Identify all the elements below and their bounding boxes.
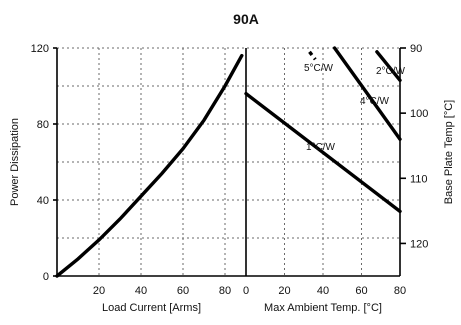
- left-y-tick-label: 120: [31, 43, 49, 55]
- left-x-tick-label: 60: [177, 285, 189, 297]
- right-x-tick-label: 0: [243, 285, 249, 297]
- left-x-axis-label: Load Current [Arms]: [102, 302, 201, 314]
- derating-line-2: [332, 46, 402, 141]
- derating-annotation: 1°C/W: [306, 142, 336, 153]
- left-x-tick-label: 20: [93, 285, 105, 297]
- right-x-tick-label: 40: [317, 285, 329, 297]
- left-y-tick-label: 80: [37, 119, 49, 131]
- left-x-tick-label: 40: [135, 285, 147, 297]
- right-y-tick-label: 110: [410, 173, 428, 185]
- left-y-axis-label: Power Dissipation: [9, 118, 21, 206]
- derating-annotation: 5°C/W: [304, 63, 334, 74]
- left-y-tick-label: 40: [37, 195, 49, 207]
- right-y-tick-label: 90: [410, 43, 422, 55]
- left-y-tick-label: 0: [43, 271, 49, 283]
- power-dissipation-curve: [55, 53, 244, 278]
- right-x-axis-label: Max Ambient Temp. [°C]: [264, 302, 382, 314]
- right-y-tick-label: 120: [410, 238, 428, 250]
- derating-line-4: [375, 50, 402, 82]
- derating-annotation: 4°C/W: [360, 96, 390, 107]
- right-x-tick-label: 80: [394, 285, 406, 297]
- left-x-tick-label: 80: [219, 285, 231, 297]
- derating-line-1: [244, 91, 402, 214]
- right-y-tick-label: 100: [410, 108, 428, 120]
- right-x-tick-label: 20: [278, 285, 290, 297]
- chart-title: 90A: [233, 11, 259, 27]
- right-x-tick-label: 60: [355, 285, 367, 297]
- right-y-axis-label: Base Plate Temp [°C]: [443, 100, 455, 204]
- derating-annotation: 2°C/W: [376, 66, 406, 77]
- derating-line-3: [308, 50, 317, 61]
